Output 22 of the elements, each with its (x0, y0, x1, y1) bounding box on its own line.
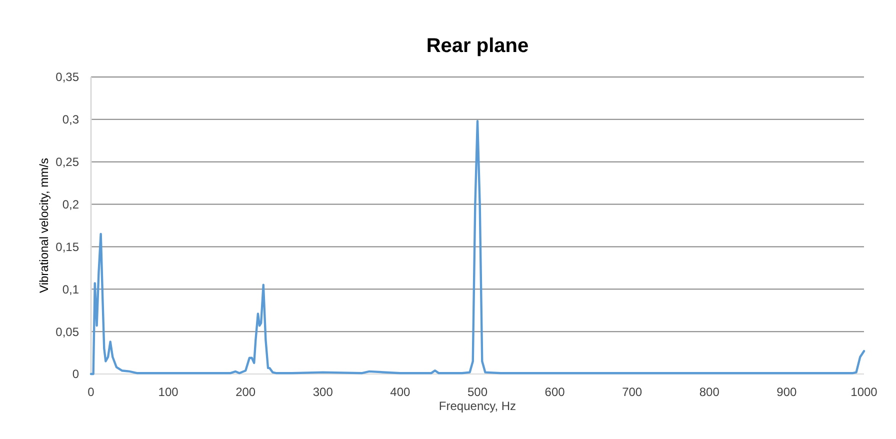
x-tick-label: 0 (88, 385, 95, 399)
x-tick-label: 200 (236, 385, 256, 399)
x-tick-label: 500 (467, 385, 488, 399)
x-tick-label: 600 (544, 385, 566, 399)
y-tick-label: 0,15 (56, 240, 80, 254)
x-tick-label: 800 (699, 385, 720, 399)
x-axis-title: Frequency, Hz (438, 399, 516, 413)
y-axis-title: Vibrational velocity, mm/s (37, 158, 51, 293)
y-tick-label: 0,1 (62, 282, 80, 296)
y-tick-label: 0,05 (56, 324, 80, 339)
x-tick-label: 1000 (850, 385, 878, 399)
y-tick-label: 0 (72, 367, 80, 382)
x-tick-label: 400 (390, 385, 411, 399)
chart-title: Rear plane (426, 35, 529, 57)
y-tick-label: 0,2 (62, 197, 80, 212)
y-tick-label: 0,35 (56, 70, 80, 84)
x-tick-label: 100 (158, 385, 179, 399)
x-tick-label: 900 (776, 385, 798, 399)
y-tick-label: 0,25 (56, 155, 80, 170)
x-tick-label: 700 (622, 385, 642, 399)
x-tick-label: 300 (312, 385, 334, 399)
y-tick-label: 0,3 (62, 112, 80, 127)
